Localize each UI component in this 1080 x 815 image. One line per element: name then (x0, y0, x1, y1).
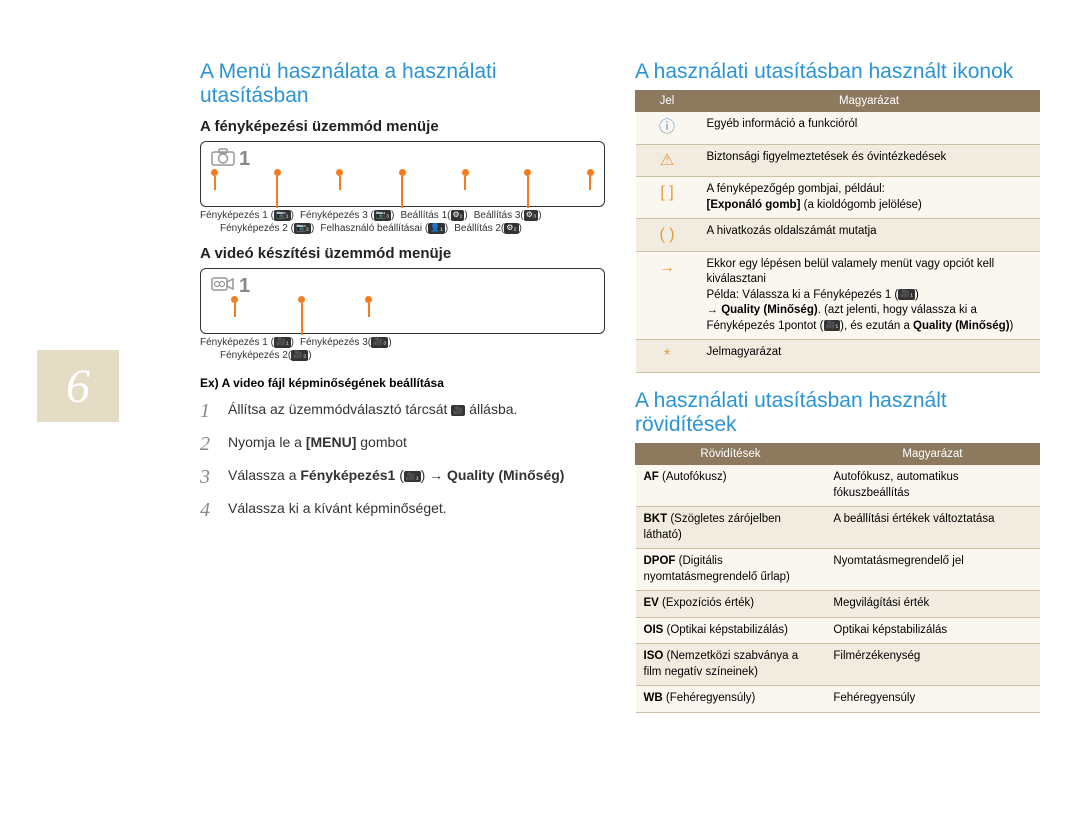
desc-cell: Egyéb információ a funkcióról (699, 112, 1040, 145)
abbr-title: A használati utasításban használt rövidí… (635, 389, 1040, 437)
table-row: → Ekkor egy lépésen belül valamely menüt… (636, 251, 1040, 340)
icon-cell: [ ] (636, 177, 699, 219)
abbr-cell: BKT (Szögletes zárójelben látható) (636, 507, 826, 549)
step-number: 4 (200, 499, 218, 522)
table-row: ⚠ Biztonsági figyelmeztetések és óvintéz… (636, 144, 1040, 177)
step-text: Állítsa az üzemmódválasztó tárcsát 🎥 áll… (228, 400, 605, 420)
abbr-th-abbr: Rövidítések (636, 443, 826, 464)
desc-cell: Biztonsági figyelmeztetések és óvintézke… (699, 144, 1040, 177)
abbr-table: Rövidítések Magyarázat AF (Autofókusz) A… (635, 443, 1040, 713)
table-row: WB (Fehéregyensúly) Fehéregyensúly (636, 686, 1040, 713)
desc-cell: A fényképezőgép gombjai, például:[Exponá… (699, 177, 1040, 219)
abbr-cell: ISO (Nemzetközi szabványa a film negatív… (636, 644, 826, 686)
photo-mode-heading: A fényképezési üzemmód menüje (200, 118, 605, 135)
def-cell: Autofókusz, automatikus fókuszbeállítás (825, 464, 1039, 506)
abbr-cell: WB (Fehéregyensúly) (636, 686, 826, 713)
icons-table: Jel Magyarázat ⓘ Egyéb információ a funk… (635, 90, 1040, 373)
page-content: A Menü használata a használati utasításb… (200, 60, 1040, 729)
step-text: Válassza ki a kívánt képminőséget. (228, 499, 605, 519)
step-item: 2 Nyomja le a [MENU] gombot (200, 433, 605, 456)
step-item: 3 Válassza a Fényképezés1 (🎥₁) → Quality… (200, 466, 605, 489)
video-labels: Fényképezés 1 (🎥₁) Fényképezés 3(🎥₃) Fén… (200, 336, 605, 362)
desc-cell: A hivatkozás oldalszámát mutatja (699, 219, 1040, 252)
abbr-cell: AF (Autofókusz) (636, 464, 826, 506)
table-row: ⓘ Egyéb információ a funkcióról (636, 112, 1040, 145)
step-number: 2 (200, 433, 218, 456)
step-item: 4 Válassza ki a kívánt képminőséget. (200, 499, 605, 522)
abbr-th-mag: Magyarázat (825, 443, 1039, 464)
icons-title: A használati utasításban használt ikonok (635, 60, 1040, 84)
icon-cell: * (636, 340, 699, 373)
def-cell: Nyomtatásmegrendelő jel (825, 549, 1039, 591)
steps-list: 1 Állítsa az üzemmódválasztó tárcsát 🎥 á… (200, 400, 605, 522)
table-row: EV (Expozíciós érték) Megvilágítási érté… (636, 591, 1040, 618)
diagram-number: 1 (239, 275, 250, 298)
camera-icon (211, 148, 235, 171)
page-number: 6 (37, 350, 119, 422)
photo-menu-diagram: 1 (200, 141, 605, 207)
step-number: 1 (200, 400, 218, 423)
table-row: [ ] A fényképezőgép gombjai, például:[Ex… (636, 177, 1040, 219)
table-row: ( ) A hivatkozás oldalszámát mutatja (636, 219, 1040, 252)
def-cell: Fehéregyensúly (825, 686, 1039, 713)
abbr-cell: EV (Expozíciós érték) (636, 591, 826, 618)
left-column: A Menü használata a használati utasításb… (200, 60, 605, 729)
example-heading: Ex) A video fájl képminőségének beállítá… (200, 376, 605, 390)
icon-cell: → (636, 251, 699, 340)
photo-labels: Fényképezés 1 (📷₁) Fényképezés 3 (📷₃) Be… (200, 209, 605, 235)
video-menu-diagram: 1 (200, 268, 605, 334)
def-cell: A beállítási értékek változtatása (825, 507, 1039, 549)
desc-cell: Jelmagyarázat (699, 340, 1040, 373)
video-mode-heading: A videó készítési üzemmód menüje (200, 245, 605, 262)
table-row: * Jelmagyarázat (636, 340, 1040, 373)
icons-th-jel: Jel (636, 91, 699, 112)
icon-cell: ⓘ (636, 112, 699, 145)
table-row: OIS (Optikai képstabilizálás) Optikai ké… (636, 617, 1040, 644)
step-text: Nyomja le a [MENU] gombot (228, 433, 605, 453)
video-icon (211, 275, 235, 298)
abbr-cell: OIS (Optikai képstabilizálás) (636, 617, 826, 644)
table-row: BKT (Szögletes zárójelben látható) A beá… (636, 507, 1040, 549)
desc-cell: Ekkor egy lépésen belül valamely menüt v… (699, 251, 1040, 340)
diagram-number: 1 (239, 148, 250, 171)
def-cell: Megvilágítási érték (825, 591, 1039, 618)
step-text: Válassza a Fényképezés1 (🎥₁) → Quality (… (228, 466, 605, 486)
icon-cell: ⚠ (636, 144, 699, 177)
def-cell: Filmérzékenység (825, 644, 1039, 686)
step-number: 3 (200, 466, 218, 489)
right-column: A használati utasításban használt ikonok… (635, 60, 1040, 729)
table-row: AF (Autofókusz) Autofókusz, automatikus … (636, 464, 1040, 506)
abbr-cell: DPOF (Digitális nyomtatásmegrendelő űrla… (636, 549, 826, 591)
icons-th-mag: Magyarázat (699, 91, 1040, 112)
left-title: A Menü használata a használati utasításb… (200, 60, 605, 108)
step-item: 1 Állítsa az üzemmódválasztó tárcsát 🎥 á… (200, 400, 605, 423)
def-cell: Optikai képstabilizálás (825, 617, 1039, 644)
icon-cell: ( ) (636, 219, 699, 252)
table-row: ISO (Nemzetközi szabványa a film negatív… (636, 644, 1040, 686)
table-row: DPOF (Digitális nyomtatásmegrendelő űrla… (636, 549, 1040, 591)
